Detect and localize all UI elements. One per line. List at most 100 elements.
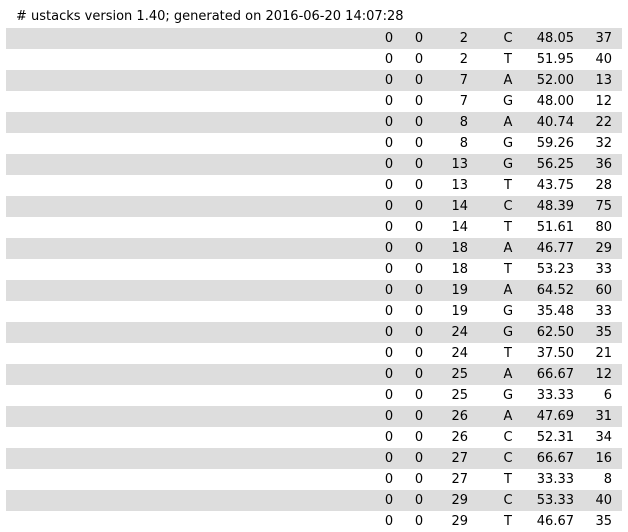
table-cell: 12 (595, 367, 612, 382)
table-cell: 0 (384, 493, 394, 508)
table-row: 0 0 29 T 46.67 35 (6, 511, 622, 532)
table-cell: 48.39 (536, 199, 574, 214)
table-cell: 19 (451, 283, 468, 298)
table-cell: C (503, 451, 513, 466)
table-row: 0 0 27 C 66.67 16 (6, 448, 622, 469)
table-cell: 0 (384, 367, 394, 382)
table-cell: 0 (384, 304, 394, 319)
table-cell: 0 (384, 451, 394, 466)
table-cell: 6 (603, 388, 612, 403)
table-cell: 2 (459, 52, 468, 67)
table-cell: 53.23 (536, 262, 574, 277)
table-cell: C (503, 430, 513, 445)
table-row: 0 0 7 A 52.00 13 (6, 70, 622, 91)
table-cell: 14 (451, 199, 468, 214)
table-row: 0 0 26 A 47.69 31 (6, 406, 622, 427)
table-cell: 0 (414, 136, 424, 151)
table-cell: A (503, 73, 513, 88)
table-row: 0 0 24 T 37.50 21 (6, 343, 622, 364)
table-cell: 19 (451, 304, 468, 319)
table-cell: 0 (384, 388, 394, 403)
table-row: 0 0 26 C 52.31 34 (6, 427, 622, 448)
table-cell: 0 (414, 472, 424, 487)
table-cell: 31 (595, 409, 612, 424)
table-cell: 22 (595, 115, 612, 130)
table-cell: 2 (459, 31, 468, 46)
table-cell: 0 (384, 115, 394, 130)
table-cell: 51.95 (536, 52, 574, 67)
table-cell: G (502, 94, 514, 109)
table-cell: 0 (414, 31, 424, 46)
table-cell: 64.52 (536, 283, 574, 298)
table-cell: 24 (451, 346, 468, 361)
table-cell: 8 (459, 136, 468, 151)
table-cell: 18 (451, 241, 468, 256)
table-row: 0 0 18 A 46.77 29 (6, 238, 622, 259)
table-cell: T (504, 514, 512, 529)
table-cell: 29 (595, 241, 612, 256)
table-cell: G (502, 388, 514, 403)
table-cell: 0 (384, 430, 394, 445)
table-cell: 0 (414, 52, 424, 67)
table-cell: A (503, 115, 513, 130)
table-row: 0 0 19 A 64.52 60 (6, 280, 622, 301)
table-cell: 0 (384, 325, 394, 340)
table-row: 0 0 8 G 59.26 32 (6, 133, 622, 154)
table-cell: 48.00 (536, 94, 574, 109)
table-row: 0 0 24 G 62.50 35 (6, 322, 622, 343)
table-cell: G (502, 136, 514, 151)
table-row: 0 0 8 A 40.74 22 (6, 112, 622, 133)
table-cell: 0 (414, 451, 424, 466)
table-row: 0 0 2 T 51.95 40 (6, 49, 622, 70)
table-cell: 53.33 (536, 493, 574, 508)
table-row: 0 0 7 G 48.00 12 (6, 91, 622, 112)
table-cell: 0 (384, 241, 394, 256)
table-cell: 29 (451, 493, 468, 508)
table-cell: 37.50 (536, 346, 574, 361)
table-cell: 0 (384, 409, 394, 424)
table-cell: 14 (451, 220, 468, 235)
table-row: 0 0 2 C 48.05 37 (6, 28, 622, 49)
file-header-comment: # ustacks version 1.40; generated on 201… (16, 9, 404, 24)
table-cell: 66.67 (536, 451, 574, 466)
table-cell: 0 (384, 514, 394, 529)
table-cell: 0 (414, 367, 424, 382)
table-cell: 52.31 (536, 430, 574, 445)
table-cell: 46.67 (536, 514, 574, 529)
table-cell: 0 (384, 157, 394, 172)
table-row: 0 0 27 T 33.33 8 (6, 469, 622, 490)
table-cell: 0 (384, 220, 394, 235)
table-cell: 0 (414, 157, 424, 172)
table-cell: 37 (595, 31, 612, 46)
table-cell: 0 (414, 241, 424, 256)
table-row: 0 0 29 C 53.33 40 (6, 490, 622, 511)
table-cell: 24 (451, 325, 468, 340)
table-cell: 0 (414, 262, 424, 277)
table-cell: 0 (384, 199, 394, 214)
table-cell: 35.48 (536, 304, 574, 319)
table-cell: 0 (414, 115, 424, 130)
table-cell: 0 (414, 325, 424, 340)
table-cell: 0 (414, 430, 424, 445)
table-row: 0 0 14 C 48.39 75 (6, 196, 622, 217)
table-cell: 26 (451, 430, 468, 445)
table-cell: 13 (451, 178, 468, 193)
table-cell: 27 (451, 451, 468, 466)
table-cell: 0 (414, 304, 424, 319)
table-cell: 0 (384, 94, 394, 109)
table-cell: 29 (451, 514, 468, 529)
table-cell: 0 (384, 136, 394, 151)
table-cell: 26 (451, 409, 468, 424)
table-cell: 47.69 (536, 409, 574, 424)
table-cell: T (504, 52, 512, 67)
table-cell: 66.67 (536, 367, 574, 382)
table-cell: 43.75 (536, 178, 574, 193)
table-cell: 35 (595, 514, 612, 529)
table-cell: A (503, 409, 513, 424)
table-cell: 0 (414, 199, 424, 214)
table-cell: 52.00 (536, 73, 574, 88)
table-cell: 48.05 (536, 31, 574, 46)
table-cell: 16 (595, 451, 612, 466)
table-row: 0 0 14 T 51.61 80 (6, 217, 622, 238)
table-cell: 0 (384, 346, 394, 361)
